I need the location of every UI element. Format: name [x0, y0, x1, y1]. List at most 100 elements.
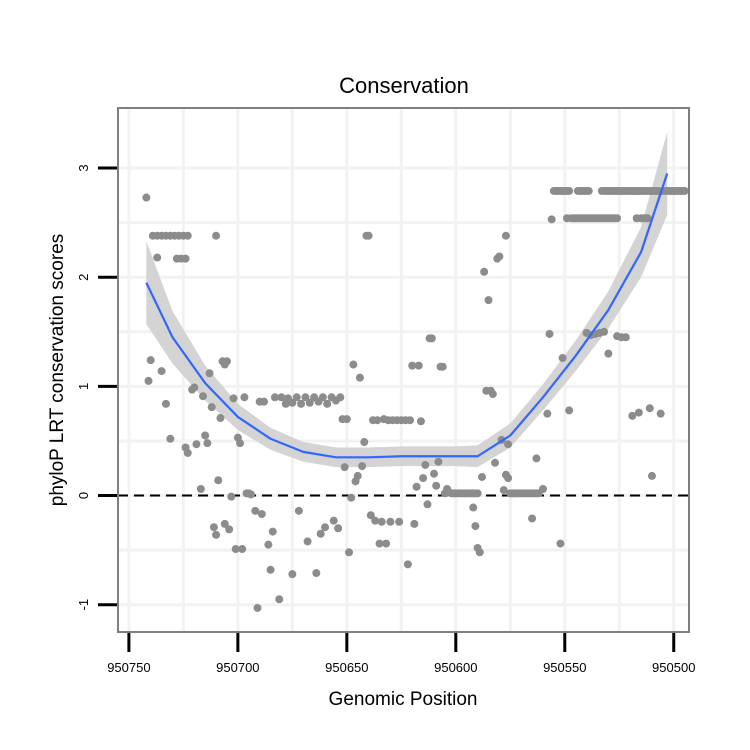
data-point	[142, 193, 151, 202]
data-point	[647, 471, 656, 480]
data-point	[166, 434, 175, 443]
data-point	[656, 409, 665, 418]
data-point	[421, 460, 430, 469]
data-point	[545, 329, 554, 338]
data-point	[504, 474, 513, 483]
data-point	[403, 560, 412, 569]
data-point	[216, 414, 225, 423]
data-point	[355, 373, 364, 382]
data-point	[192, 440, 201, 449]
data-point	[510, 489, 519, 498]
data-point	[240, 393, 249, 402]
data-point	[358, 462, 367, 471]
data-point	[161, 399, 170, 408]
smooth-line-layer	[145, 173, 669, 459]
data-point	[201, 431, 210, 440]
data-point	[292, 393, 301, 402]
data-point	[547, 215, 556, 224]
y-tick-label: 2	[76, 274, 91, 281]
data-point	[257, 510, 266, 519]
data-point	[349, 360, 358, 369]
data-point	[312, 569, 321, 578]
data-point	[207, 403, 216, 412]
data-point	[146, 356, 155, 365]
data-point	[373, 416, 382, 425]
data-point	[334, 524, 343, 533]
data-point	[329, 516, 338, 525]
data-point	[209, 523, 218, 532]
data-point	[430, 469, 439, 478]
data-point	[212, 530, 221, 539]
data-point	[680, 186, 689, 195]
data-point	[294, 506, 303, 515]
data-point	[427, 334, 436, 343]
data-point	[408, 361, 417, 370]
x-tick-label: 950550	[543, 660, 586, 675]
data-point	[305, 398, 314, 407]
data-point	[469, 503, 478, 512]
data-point	[205, 369, 214, 378]
data-point	[484, 296, 493, 305]
data-point	[277, 393, 286, 402]
data-point	[196, 484, 205, 493]
data-point	[432, 481, 441, 490]
data-point	[434, 457, 443, 466]
data-point	[377, 517, 386, 526]
x-tick-label: 950600	[434, 660, 477, 675]
data-point	[246, 490, 255, 499]
data-point	[345, 548, 354, 557]
data-point	[501, 231, 510, 240]
data-point	[600, 327, 609, 336]
data-point	[643, 214, 652, 223]
data-point	[340, 463, 349, 472]
y-tick-label: 3	[76, 164, 91, 171]
data-point	[412, 482, 421, 491]
y-tick-label: 1	[76, 383, 91, 390]
data-point	[183, 231, 192, 240]
data-point	[251, 506, 260, 515]
data-point	[491, 458, 500, 467]
data-point	[144, 376, 153, 385]
data-point	[222, 357, 231, 366]
data-point	[543, 409, 552, 418]
y-tick-label: -1	[76, 599, 91, 611]
data-point	[556, 539, 565, 548]
data-point	[495, 252, 504, 261]
data-point	[253, 603, 262, 612]
data-point	[220, 519, 229, 528]
data-point	[499, 486, 508, 495]
data-point	[268, 527, 277, 536]
data-point	[645, 404, 654, 413]
data-point	[203, 439, 212, 448]
data-point	[153, 253, 162, 262]
data-point	[225, 525, 234, 534]
data-point	[528, 514, 537, 523]
data-point	[386, 517, 395, 526]
y-tick-label: 0	[76, 492, 91, 499]
data-point	[532, 454, 541, 463]
data-point	[382, 539, 391, 548]
data-point	[395, 517, 404, 526]
data-point	[565, 186, 574, 195]
data-point	[538, 484, 547, 493]
data-point	[375, 539, 384, 548]
data-point	[410, 519, 419, 528]
data-point	[183, 448, 192, 457]
data-point	[318, 393, 327, 402]
x-tick-label: 950500	[652, 660, 695, 675]
data-point	[565, 406, 574, 415]
data-point	[480, 267, 489, 276]
data-point	[323, 399, 332, 408]
x-tick-label: 950750	[107, 660, 150, 675]
data-point	[473, 489, 482, 498]
data-point	[301, 393, 310, 402]
data-point	[477, 472, 486, 481]
data-point	[584, 186, 593, 195]
data-point	[238, 545, 247, 554]
data-point	[214, 476, 223, 485]
grid-layer	[118, 108, 689, 632]
data-point	[364, 231, 373, 240]
data-point	[634, 408, 643, 417]
data-point	[270, 393, 279, 402]
data-point	[212, 231, 221, 240]
